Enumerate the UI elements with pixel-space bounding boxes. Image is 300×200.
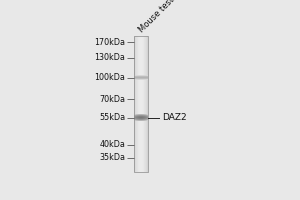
Text: 55kDa: 55kDa (99, 113, 125, 122)
Text: 130kDa: 130kDa (94, 53, 125, 62)
Text: 170kDa: 170kDa (94, 38, 125, 47)
Text: 70kDa: 70kDa (99, 95, 125, 104)
Bar (134, 36, 148, 172)
Text: Mouse testis: Mouse testis (137, 0, 181, 34)
Text: 40kDa: 40kDa (100, 140, 125, 149)
Text: 100kDa: 100kDa (94, 73, 125, 82)
Text: DAZ2: DAZ2 (162, 113, 187, 122)
Text: 35kDa: 35kDa (99, 153, 125, 162)
